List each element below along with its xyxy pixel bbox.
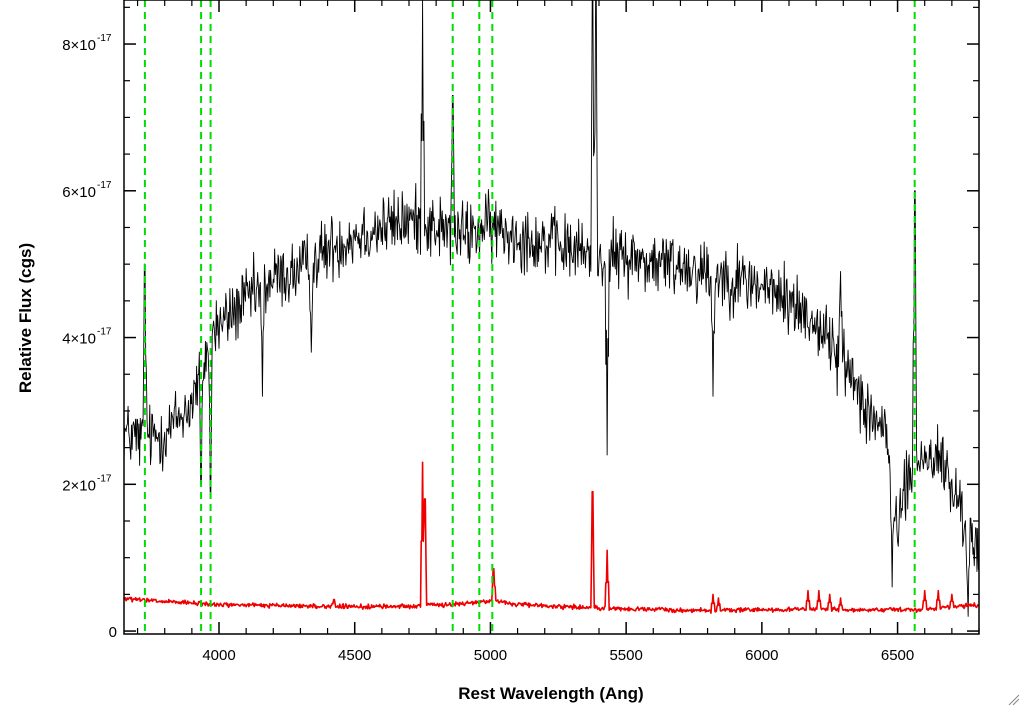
y-tick-exponent: -17: [97, 473, 112, 484]
y-tick-exponent: -17: [97, 327, 112, 338]
x-tick-label: 6000: [745, 647, 778, 664]
y-tick-label: 2×10 -17: [62, 473, 112, 494]
x-axis-title: Rest Wavelength (Ang): [458, 684, 643, 703]
series-line-red: [123, 461, 980, 614]
y-tick-label: 8×10 -17: [62, 33, 112, 54]
y-tick-mantissa: 8×10: [62, 37, 96, 54]
y-tick-exponent: -17: [97, 180, 112, 191]
y-axis-title: Relative Flux (cgs): [16, 243, 35, 393]
y-tick-label: 4×10 -17: [62, 327, 112, 348]
y-tick-exponent: -17: [97, 33, 112, 44]
x-tick-label: 4500: [338, 647, 371, 664]
y-tick-mantissa: 2×10: [62, 477, 96, 494]
y-tick-mantissa: 6×10: [62, 184, 96, 201]
y-tick-mantissa: 4×10: [62, 331, 96, 348]
resize-grip-icon[interactable]: [1008, 694, 1020, 706]
x-tick-label: 6500: [881, 647, 914, 664]
x-tick-label: 5500: [609, 647, 642, 664]
series-line-black: [123, 0, 980, 617]
plot-frame: [123, 0, 980, 635]
data-layer: [123, 0, 980, 617]
x-tick-label: 5000: [474, 647, 507, 664]
y-tick-mantissa: 0: [109, 624, 117, 641]
y-tick-label: 0: [109, 624, 117, 641]
y-tick-label: 6×10 -17: [62, 180, 112, 201]
x-tick-label: 4000: [202, 647, 235, 664]
reference-lines: [143, 0, 916, 634]
